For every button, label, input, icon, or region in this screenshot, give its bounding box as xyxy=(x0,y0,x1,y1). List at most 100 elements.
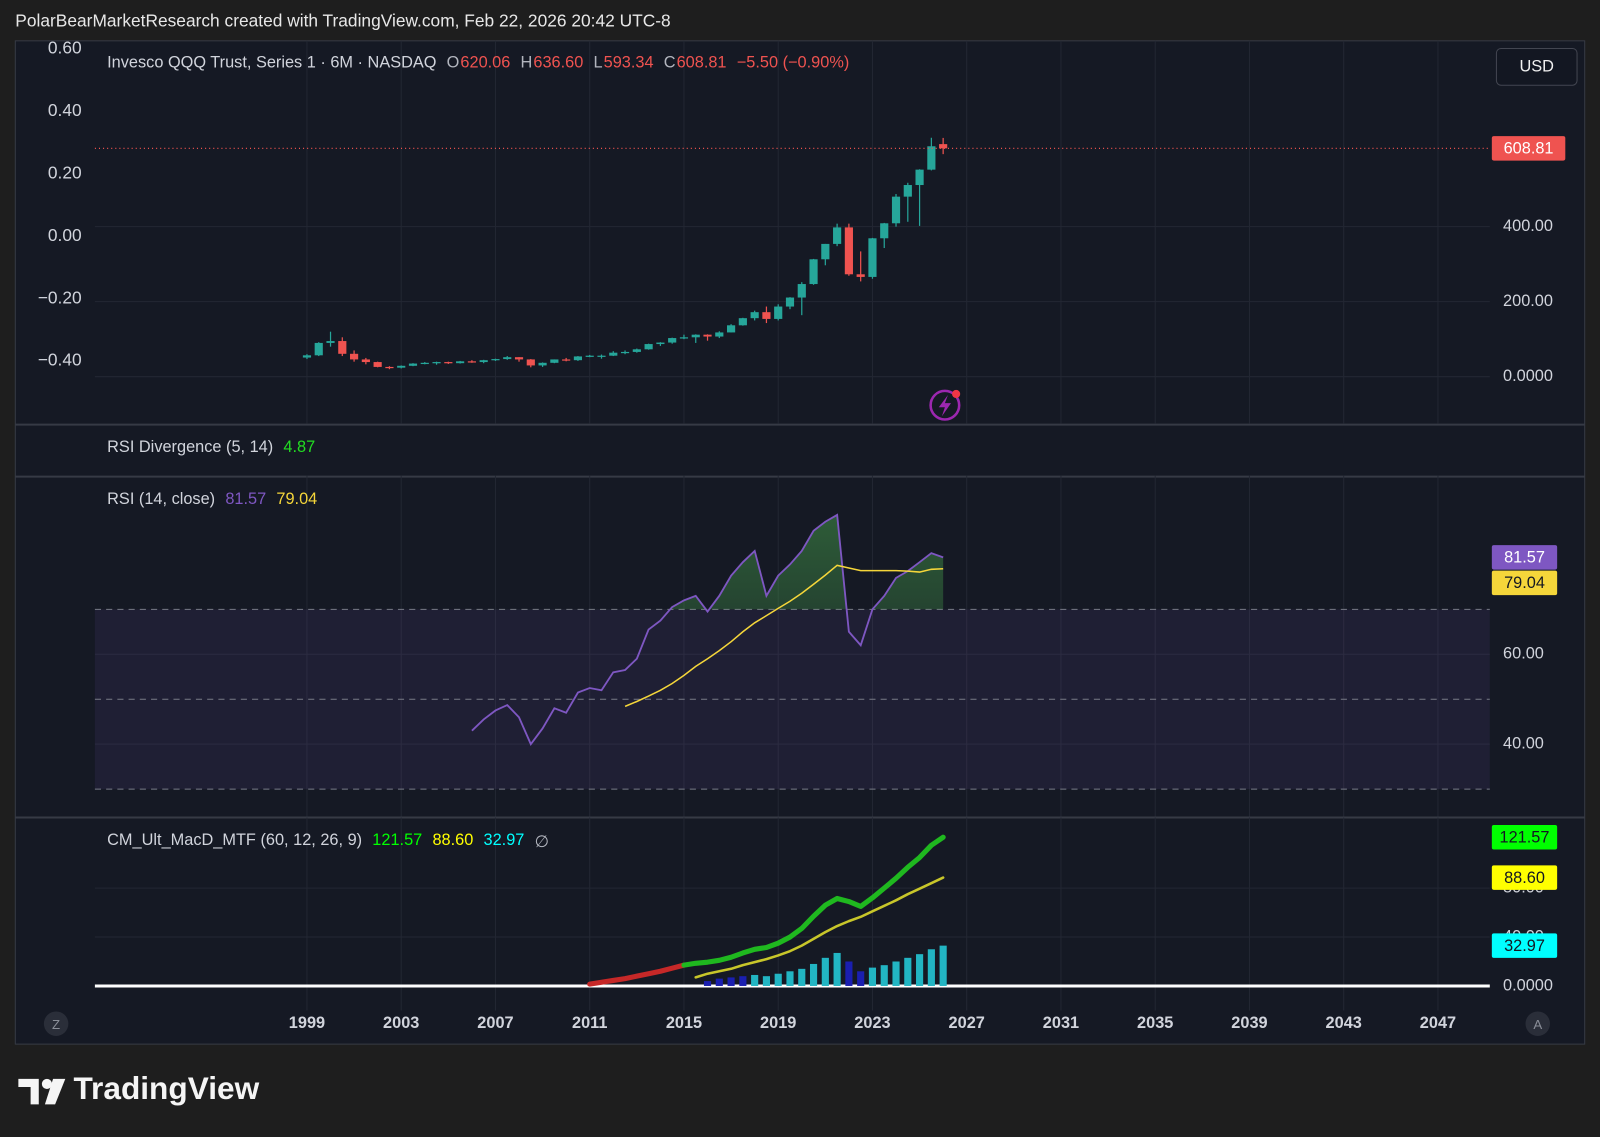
price-badge xyxy=(1491,570,1558,596)
candle-body xyxy=(939,144,948,149)
candle-body xyxy=(679,337,689,339)
histogram-bar xyxy=(857,971,865,986)
candle-body xyxy=(609,352,618,356)
histogram-bar xyxy=(880,965,888,986)
rsi-overbought-fill xyxy=(471,514,944,610)
candle-body xyxy=(821,243,830,260)
histogram-bar xyxy=(845,961,853,986)
histogram-bar xyxy=(798,968,806,986)
y-tick-label: 40.00 xyxy=(1503,734,1544,752)
change: −5.50 (−0.90%) xyxy=(736,54,850,72)
candle-body xyxy=(373,362,382,367)
indicator-value: 32.97 xyxy=(483,831,525,850)
rsi-line xyxy=(624,564,944,708)
histogram-bar xyxy=(727,977,735,986)
candle-body xyxy=(385,366,394,369)
candle-body xyxy=(774,306,783,319)
candle-body xyxy=(715,332,724,337)
left-tick-label: 0.00 xyxy=(48,225,82,245)
symbol-title: Invesco QQQ Trust, Series 1 · 6M · NASDA… xyxy=(107,54,437,72)
candle-body xyxy=(503,357,512,360)
auto-button[interactable]: A xyxy=(1525,1011,1550,1036)
candle-body xyxy=(644,344,653,350)
left-tick-label: −0.40 xyxy=(38,350,82,370)
candle-body xyxy=(891,196,901,224)
candle-body xyxy=(927,146,936,170)
candle-body xyxy=(302,355,312,358)
y-tick-label: 60.00 xyxy=(1503,645,1544,663)
price-badge xyxy=(1491,824,1558,850)
macd-legend: CM_Ult_MacD_MTF (60, 12, 26, 9) 121.57 8… xyxy=(107,832,549,852)
symbol-legend: Invesco QQQ Trust, Series 1 · 6M · NASDA… xyxy=(107,54,849,72)
y-tick-label: 400.00 xyxy=(1503,217,1553,235)
auto-scale-button[interactable]: Z xyxy=(43,1011,69,1036)
price-badge xyxy=(1491,545,1558,570)
left-tick-label: 0.60 xyxy=(48,38,82,58)
candle-body xyxy=(420,362,429,365)
candle-body xyxy=(573,356,583,361)
candle-body xyxy=(856,274,865,277)
candle-body xyxy=(314,342,323,356)
histogram-bar xyxy=(762,976,770,986)
histogram-bar xyxy=(751,974,759,986)
candle-body xyxy=(361,359,370,363)
candle-body xyxy=(444,362,453,364)
attribution: PolarBearMarketResearch created with Tra… xyxy=(15,11,671,31)
indicator-value: 88.60 xyxy=(432,831,474,850)
candle-body xyxy=(868,238,877,277)
candle-body xyxy=(668,338,677,343)
ohlc-value: 608.81 xyxy=(676,54,727,72)
histogram-bar xyxy=(916,954,924,986)
candle-body xyxy=(703,334,712,337)
histogram-bar xyxy=(703,981,712,986)
left-tick-label: 0.20 xyxy=(48,163,82,183)
candle-body xyxy=(750,312,759,319)
indicator-value: 121.57 xyxy=(372,831,423,850)
x-tick-label: 2019 xyxy=(760,1014,796,1032)
alert-icon[interactable] xyxy=(929,389,961,421)
x-tick-label: 2035 xyxy=(1137,1014,1173,1032)
indicator-value: 4.87 xyxy=(283,438,316,457)
x-tick-label: 2031 xyxy=(1043,1014,1079,1032)
currency-button[interactable]: USD xyxy=(1495,47,1578,86)
candle-body xyxy=(797,284,806,298)
candle-body xyxy=(408,363,418,366)
candle-body xyxy=(562,359,571,361)
x-tick-label: 2011 xyxy=(572,1014,607,1032)
y-tick-label: 0.0000 xyxy=(1503,367,1553,385)
ohlc-value: 620.06 xyxy=(460,54,511,72)
candle-body xyxy=(456,361,465,364)
y-tick-label: 200.00 xyxy=(1503,292,1553,310)
x-tick-label: 2039 xyxy=(1231,1014,1267,1032)
candle-body xyxy=(785,297,795,307)
left-tick-label: −0.20 xyxy=(38,287,82,307)
candle-body xyxy=(632,349,641,352)
ohlc-prefix: O xyxy=(446,54,460,72)
candle-body xyxy=(491,359,500,361)
price-badge-label: 81.57 xyxy=(1504,549,1545,567)
x-tick-label: 2015 xyxy=(666,1014,702,1032)
y-tick-label: 0.0000 xyxy=(1503,976,1553,994)
macd-line xyxy=(694,876,945,979)
histogram-bar xyxy=(715,978,723,986)
candle-body xyxy=(656,342,665,345)
histogram-bar xyxy=(833,952,841,986)
price-badge-label: 32.97 xyxy=(1504,937,1545,955)
rsi-legend: RSI (14, close) 81.57 79.04 xyxy=(107,491,317,509)
candle-body xyxy=(550,359,559,363)
histogram-bar xyxy=(774,973,782,986)
ohlc-prefix: L xyxy=(593,54,603,72)
candle-body xyxy=(809,259,818,285)
ohlc-value: 636.60 xyxy=(533,54,584,72)
candle-body xyxy=(432,362,441,364)
histogram-bar xyxy=(868,967,877,986)
x-tick-label: 2003 xyxy=(383,1014,419,1032)
candle-body xyxy=(620,351,630,354)
candle-body xyxy=(326,341,335,343)
ohlc-prefix: H xyxy=(520,54,533,72)
candle-body xyxy=(597,355,606,357)
price-badge-label: 121.57 xyxy=(1500,829,1550,847)
x-tick-label: 1999 xyxy=(289,1014,325,1032)
